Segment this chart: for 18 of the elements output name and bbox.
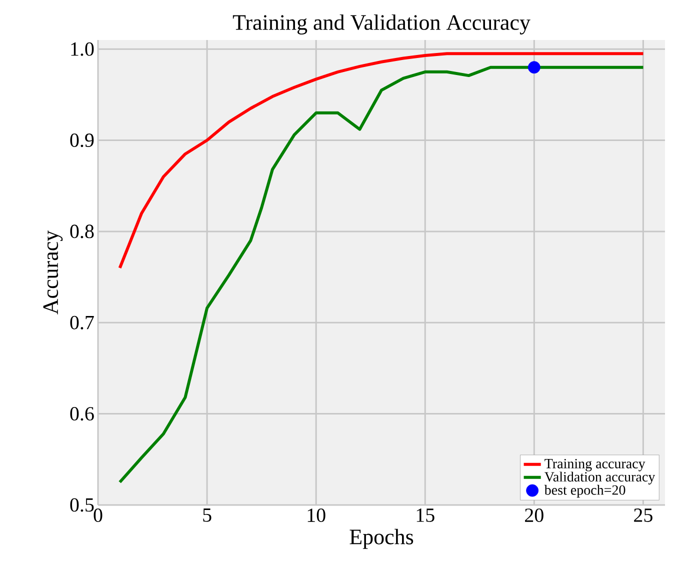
x-axis-title: Epochs <box>350 528 414 549</box>
y-tick-label: 1.0 <box>71 42 94 56</box>
x-tick-label: 25 <box>634 508 652 522</box>
y-tick-label: 0.7 <box>70 316 94 330</box>
y-tick-label: 0.6 <box>70 407 94 421</box>
x-tick-label: 0 <box>94 508 102 522</box>
y-tick-label: 0.9 <box>70 133 94 148</box>
chart-title: Training and Validation Accuracy <box>232 14 530 34</box>
x-tick-label: 5 <box>203 508 212 522</box>
legend-label: best epoch=20 <box>544 484 626 498</box>
legend-label: Training accuracy <box>544 458 646 472</box>
x-tick-label: 15 <box>416 508 434 522</box>
y-tick-label: 0.5 <box>70 498 94 512</box>
x-tick-label: 20 <box>525 508 544 522</box>
legend-label: Validation accuracy <box>544 472 656 484</box>
x-tick-label: 10 <box>308 508 326 522</box>
y-axis-title: Accuracy <box>43 230 63 314</box>
y-tick-label: 0.8 <box>70 224 94 238</box>
